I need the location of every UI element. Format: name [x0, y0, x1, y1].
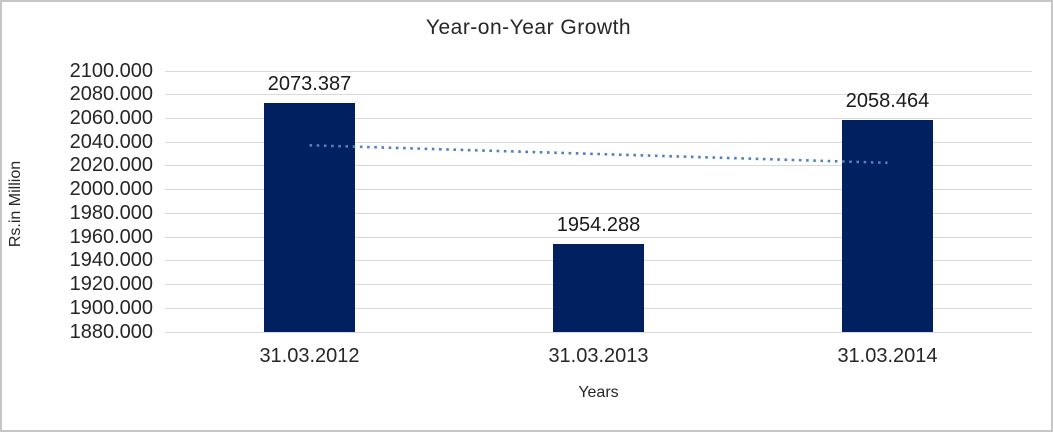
gridline: [165, 141, 1032, 143]
bar-data-label: 2058.464: [845, 90, 930, 113]
y-axis-tick-label: 1920.000: [69, 273, 153, 296]
y-axis-tick-label: 1940.000: [69, 249, 153, 272]
y-axis-tick-label: 2000.000: [69, 178, 153, 201]
gridline: [165, 70, 1032, 72]
bar-31.03.2013: [553, 243, 644, 332]
gridline: [165, 331, 1032, 333]
y-axis-tick-label: 1980.000: [69, 201, 153, 224]
chart-title: Year-on-Year Growth: [425, 16, 632, 39]
bar-31.03.2012: [264, 102, 355, 332]
y-axis-tick-label: 1900.000: [69, 296, 153, 319]
trendline-dotted-line: [309, 143, 888, 165]
gridline: [165, 212, 1032, 214]
x-axis-title: Years: [578, 384, 619, 401]
y-axis-title: Rs.in Million: [7, 160, 24, 248]
x-axis-category-label: 31.03.2012: [259, 345, 360, 367]
y-axis-tick-label: 1880.000: [69, 320, 153, 343]
gridline: [165, 165, 1032, 167]
x-axis-category-label: 31.03.2014: [837, 345, 938, 367]
bar-data-label: 2073.387: [267, 72, 352, 95]
gridline: [165, 189, 1032, 191]
bar-data-label: 1954.288: [556, 213, 641, 236]
gridline: [165, 94, 1032, 96]
y-axis-tick-label: 2020.000: [69, 154, 153, 177]
gridline: [165, 117, 1032, 119]
bar-31.03.2014: [842, 120, 933, 332]
y-axis-tick-label: 2100.000: [69, 59, 153, 82]
y-axis-tick-label: 2060.000: [69, 106, 153, 129]
y-axis-tick-label: 1960.000: [69, 225, 153, 248]
y-axis-tick-label: 2040.000: [69, 130, 153, 153]
y-axis-tick-label: 2080.000: [69, 83, 153, 106]
x-axis-category-label: 31.03.2013: [548, 345, 649, 367]
gridline: [165, 236, 1032, 238]
